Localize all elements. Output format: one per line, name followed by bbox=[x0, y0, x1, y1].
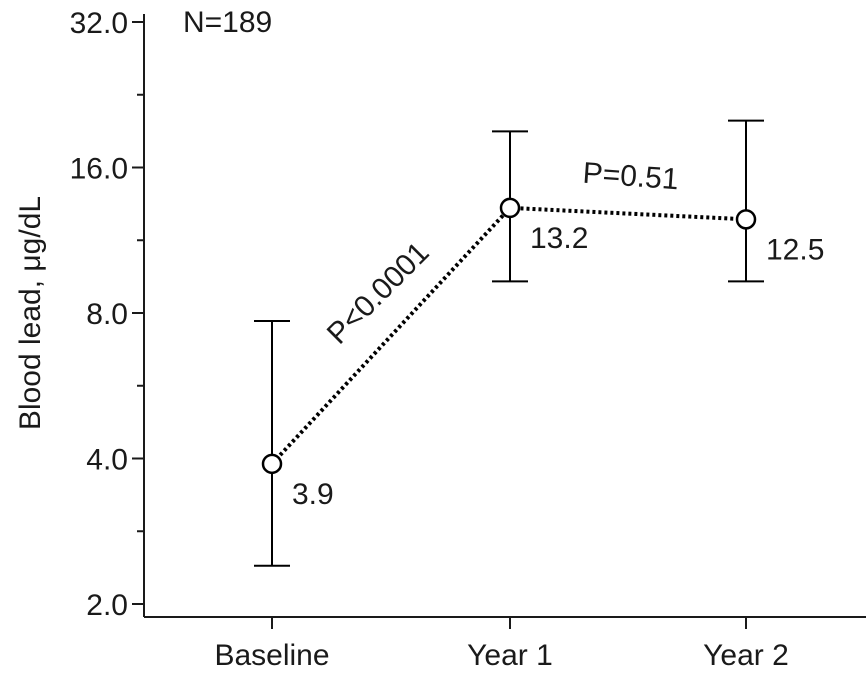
sample-size-label: N=189 bbox=[183, 6, 272, 39]
y-tick-label: 2.0 bbox=[86, 589, 128, 622]
x-tick-label: Baseline bbox=[214, 639, 329, 669]
y-tick-label: 16.0 bbox=[70, 153, 128, 186]
p-value-year1-year2: P=0.51 bbox=[582, 157, 680, 197]
x-tick-label: Year 1 bbox=[467, 639, 553, 669]
y-tick-label: 4.0 bbox=[86, 444, 128, 477]
p-value-baseline-year1: P<0.0001 bbox=[321, 236, 436, 351]
labels: 2.0 4.0 8.0 16.0 32.0 Baseline Year 1 Year 2 3.9… bbox=[70, 7, 825, 672]
data-point bbox=[499, 197, 521, 219]
marks bbox=[254, 119, 764, 567]
axes bbox=[132, 14, 866, 629]
data-label: 3.9 bbox=[292, 478, 334, 511]
y-axis-title: Blood lead, μg/dL bbox=[14, 196, 47, 430]
x-tick-label: Year 2 bbox=[703, 639, 789, 669]
data-point bbox=[261, 453, 283, 475]
data-label: 12.5 bbox=[766, 233, 824, 266]
data-label: 13.2 bbox=[530, 222, 588, 255]
y-tick-label: 8.0 bbox=[86, 298, 128, 331]
data-point bbox=[735, 209, 757, 230]
y-tick-label: 32.0 bbox=[70, 7, 128, 40]
